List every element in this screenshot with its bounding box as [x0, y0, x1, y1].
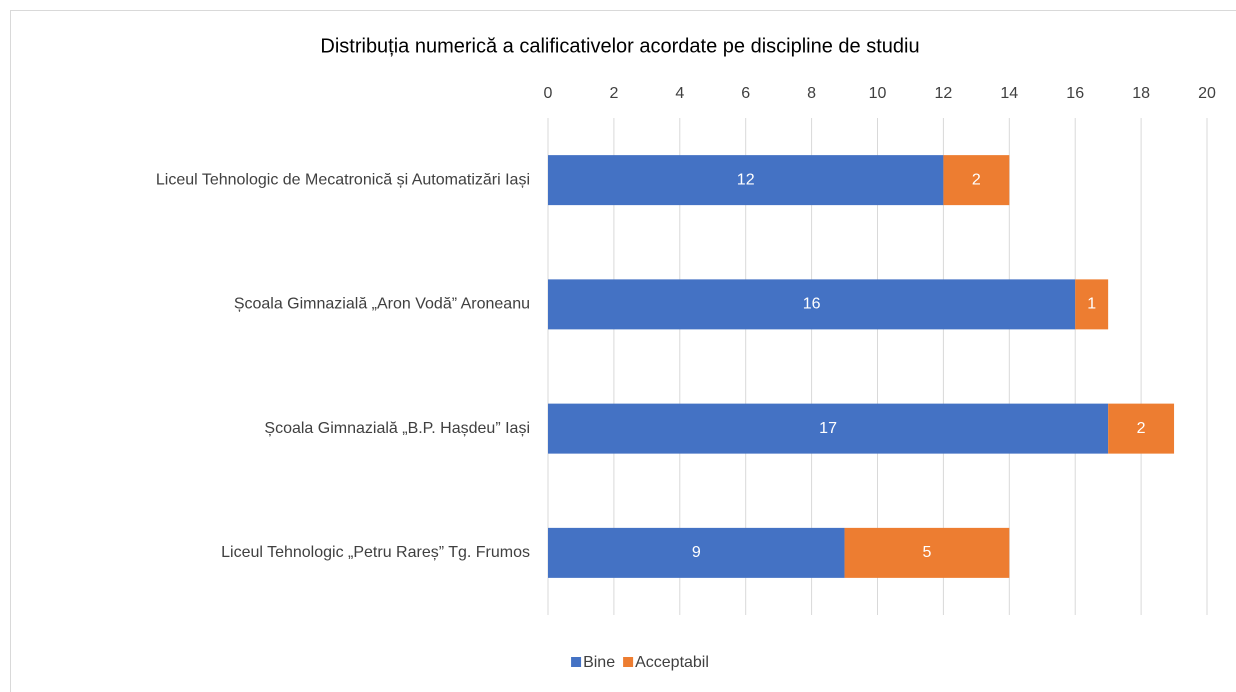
chart-title: Distribuția numerică a calificativelor a… [320, 35, 919, 57]
data-label: 1 [1087, 296, 1096, 313]
legend-label: Bine [583, 654, 615, 671]
legend-swatch [623, 657, 634, 667]
x-tick-label: 6 [741, 85, 750, 102]
data-label: 2 [1137, 420, 1146, 437]
x-tick-label: 8 [807, 85, 816, 102]
x-tick-label: 18 [1132, 85, 1150, 102]
bar-segment [1108, 403, 1175, 454]
y-tick-label: Școala Gimnazială „B.P. Hașdeu” Iași [264, 420, 530, 437]
legend-label: Acceptabil [635, 654, 709, 671]
x-tick-label: 2 [609, 85, 618, 102]
x-tick-label: 20 [1198, 85, 1216, 102]
data-label: 9 [692, 544, 701, 561]
data-label: 5 [922, 544, 931, 561]
bar-segment [548, 527, 845, 578]
x-tick-label: 10 [869, 85, 887, 102]
x-tick-label: 0 [544, 85, 553, 102]
bar-segment [548, 155, 944, 206]
bar-segment [1075, 279, 1109, 330]
data-label: 2 [972, 171, 981, 188]
x-tick-label: 12 [935, 85, 953, 102]
legend-swatch [571, 657, 582, 667]
data-label: 17 [819, 420, 837, 437]
y-tick-label: Liceul Tehnologic de Mecatronică și Auto… [156, 171, 530, 188]
bar-segment [943, 155, 1010, 206]
y-tick-label: Școala Gimnazială „Aron Vodă” Aroneanu [234, 296, 530, 313]
x-tick-label: 14 [1000, 85, 1018, 102]
x-tick-label: 4 [675, 85, 684, 102]
data-label: 12 [737, 171, 755, 188]
bar-segment [844, 527, 1010, 578]
bar-segment [548, 403, 1109, 454]
y-tick-label: Liceul Tehnologic „Petru Rareș” Tg. Frum… [221, 544, 530, 561]
x-tick-label: 16 [1066, 85, 1084, 102]
bar-segment [548, 279, 1076, 330]
chart-border [10, 10, 1236, 692]
data-label: 16 [803, 296, 821, 313]
